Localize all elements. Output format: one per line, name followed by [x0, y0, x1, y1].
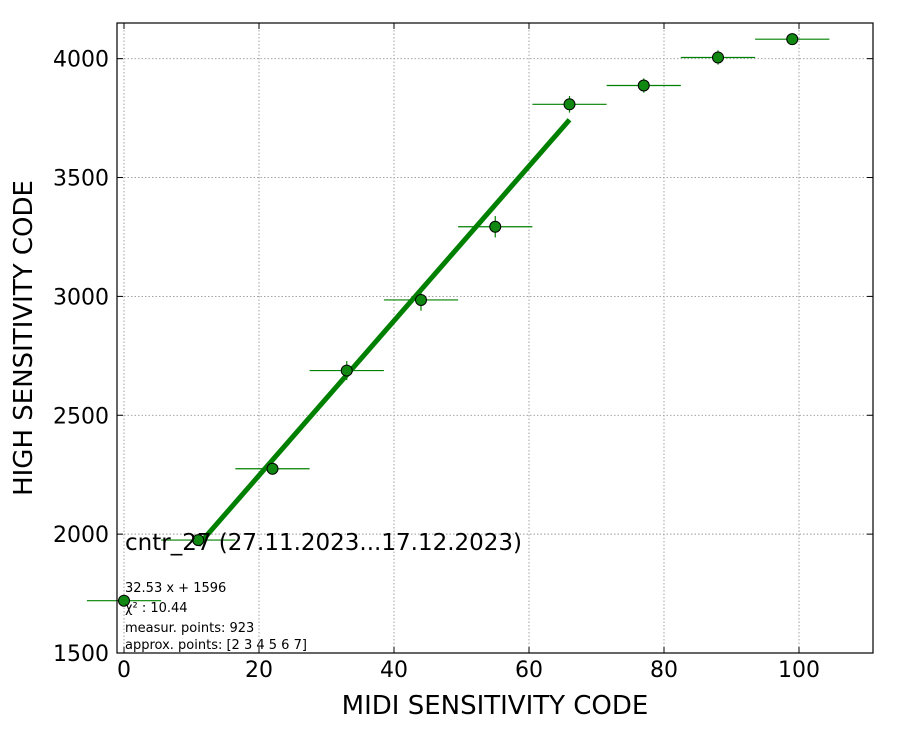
annotation-fit-equation: 32.53 x + 1596 — [125, 581, 226, 596]
fit-layer — [196, 118, 572, 547]
x-tick-label: 100 — [778, 658, 820, 683]
data-point — [118, 594, 130, 607]
data-point — [637, 79, 650, 92]
x-tick-label: 40 — [380, 658, 408, 683]
y-tick-label: 2500 — [53, 404, 109, 429]
x-axis-label: MIDI SENSITIVITY CODE — [342, 691, 649, 721]
plot-frame — [116, 22, 874, 654]
annotation-chi-squared: χ² : 10.44 — [125, 601, 188, 616]
y-axis-label: HIGH SENSITIVITY CODE — [9, 180, 39, 496]
y-tick-label: 4000 — [53, 48, 109, 73]
data-point — [489, 220, 502, 233]
ticks: 0 20 40 60 80 100 1500 2000 2500 3000 3500 4000 — [53, 23, 873, 683]
fit-line — [196, 118, 572, 547]
x-tick-label: 60 — [515, 658, 543, 683]
x-tick-label: 20 — [245, 658, 273, 683]
y-tick-label: 1500 — [53, 642, 109, 667]
y-tick-label: 2000 — [53, 523, 109, 548]
plot-background — [117, 23, 873, 653]
x-tick-label: 80 — [650, 658, 678, 683]
data-point — [266, 462, 279, 475]
data-point — [192, 534, 205, 547]
annotation-title: cntr_27 (27.11.2023...17.12.2023) — [125, 530, 522, 556]
annotation-measurement-points: measur. points: 923 — [125, 621, 254, 636]
data-point — [786, 33, 799, 46]
data-point — [712, 51, 724, 64]
y-tick-label: 3500 — [53, 167, 109, 192]
annotation-approx-points: approx. points: [2 3 4 5 6 7] — [125, 638, 307, 653]
data-point — [415, 293, 427, 306]
x-tick-label: 0 — [117, 658, 131, 683]
data-point — [563, 98, 576, 111]
data-points — [86, 33, 830, 607]
data-point — [340, 364, 353, 377]
y-tick-label: 3000 — [53, 285, 109, 310]
